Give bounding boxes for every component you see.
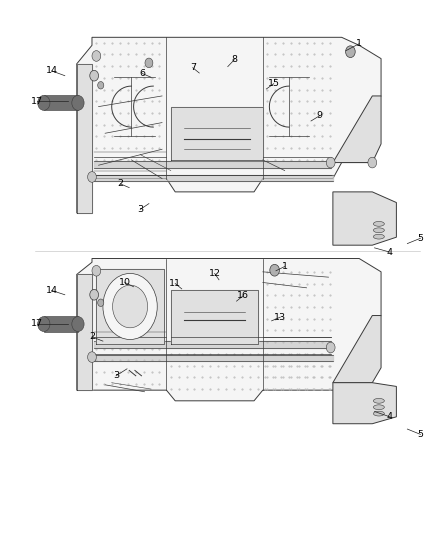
Polygon shape — [77, 259, 381, 401]
Text: 6: 6 — [139, 69, 145, 78]
Circle shape — [326, 157, 335, 168]
Text: 2: 2 — [89, 333, 95, 341]
Circle shape — [103, 273, 157, 340]
Polygon shape — [333, 96, 381, 163]
Polygon shape — [77, 274, 92, 390]
Text: 1: 1 — [282, 262, 288, 271]
Text: 5: 5 — [417, 430, 424, 439]
Text: 3: 3 — [113, 372, 119, 380]
Ellipse shape — [373, 405, 385, 409]
Circle shape — [88, 172, 96, 182]
Text: 5: 5 — [417, 234, 424, 243]
Ellipse shape — [373, 235, 385, 239]
Circle shape — [270, 264, 279, 276]
Polygon shape — [77, 37, 381, 213]
Text: 7: 7 — [190, 63, 196, 72]
Text: 8: 8 — [231, 55, 237, 64]
Text: 14: 14 — [46, 67, 58, 75]
Polygon shape — [333, 316, 381, 383]
Ellipse shape — [373, 399, 385, 403]
Circle shape — [368, 157, 377, 168]
Circle shape — [92, 51, 101, 61]
Text: 12: 12 — [208, 269, 221, 278]
Text: 4: 4 — [387, 413, 393, 421]
Text: 11: 11 — [169, 279, 181, 288]
Polygon shape — [77, 64, 92, 213]
Text: 17: 17 — [31, 319, 43, 328]
Text: 17: 17 — [31, 97, 43, 106]
Polygon shape — [333, 192, 396, 245]
Polygon shape — [96, 269, 164, 344]
Circle shape — [72, 317, 84, 332]
Text: 2: 2 — [117, 180, 124, 188]
Polygon shape — [44, 95, 78, 110]
Circle shape — [38, 95, 50, 110]
Ellipse shape — [373, 228, 385, 233]
Circle shape — [38, 317, 50, 332]
Text: 4: 4 — [387, 248, 393, 256]
Text: 14: 14 — [46, 286, 58, 295]
Circle shape — [98, 299, 104, 306]
Circle shape — [90, 70, 99, 81]
Ellipse shape — [373, 222, 385, 227]
Circle shape — [326, 342, 335, 353]
Circle shape — [145, 58, 153, 68]
Polygon shape — [171, 107, 263, 160]
Circle shape — [346, 46, 355, 58]
Polygon shape — [44, 316, 78, 332]
Circle shape — [92, 265, 101, 276]
Circle shape — [98, 82, 104, 89]
Circle shape — [72, 95, 84, 110]
Text: 1: 1 — [356, 39, 362, 48]
Circle shape — [113, 285, 148, 328]
Text: 10: 10 — [119, 278, 131, 287]
Polygon shape — [171, 290, 258, 344]
Text: 16: 16 — [237, 292, 249, 300]
Polygon shape — [333, 383, 396, 424]
Text: 9: 9 — [317, 111, 323, 120]
Text: 3: 3 — [137, 205, 143, 214]
Text: 15: 15 — [268, 79, 280, 88]
Circle shape — [88, 352, 96, 362]
Ellipse shape — [373, 411, 385, 416]
Circle shape — [90, 289, 99, 300]
Text: 13: 13 — [274, 313, 286, 321]
